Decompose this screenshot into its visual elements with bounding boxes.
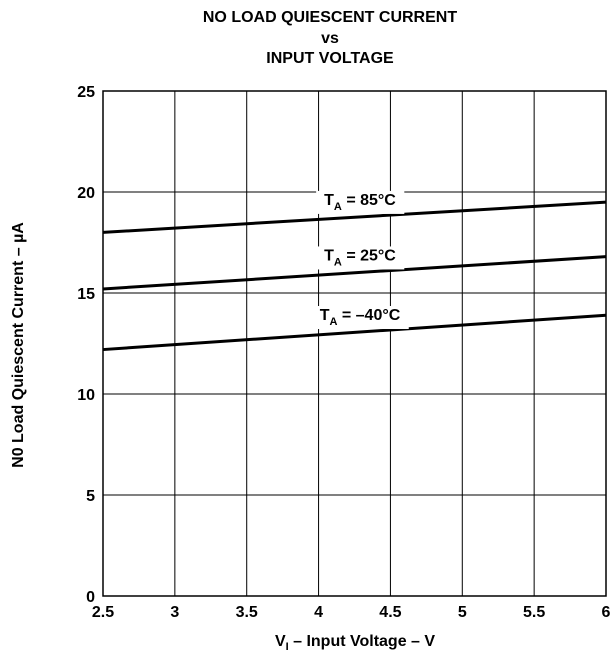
y-tick-label: 25 bbox=[77, 84, 95, 101]
x-axis-label-subscript: I bbox=[286, 641, 289, 653]
series-label: TA = 85°C bbox=[324, 192, 396, 213]
series-labels: TA = 85°CTA = 25°CTA = –40°C bbox=[311, 190, 409, 330]
x-tick-label: 5 bbox=[458, 604, 467, 621]
series-label-prefix: T bbox=[324, 247, 334, 264]
x-tick-label: 6 bbox=[602, 604, 611, 621]
series-label-background bbox=[311, 306, 409, 330]
series-label: TA = 25°C bbox=[324, 247, 396, 268]
y-tick-label: 20 bbox=[77, 185, 95, 202]
y-tick-label: 10 bbox=[77, 387, 95, 404]
x-tick-label: 3 bbox=[170, 604, 179, 621]
x-tick-label: 2.5 bbox=[92, 604, 114, 621]
series-label-subscript: A bbox=[334, 201, 342, 213]
chart-title-vs: vs bbox=[321, 30, 339, 47]
x-tick-label: 4.5 bbox=[379, 604, 401, 621]
x-tick-label: 3.5 bbox=[236, 604, 258, 621]
x-axis-label-main: V bbox=[275, 633, 286, 650]
y-tick-labels: 0 5 10 15 20 25 bbox=[77, 84, 95, 606]
y-axis-label: N0 Load Quiescent Current – µA bbox=[10, 222, 27, 468]
series-label-prefix: T bbox=[320, 307, 330, 324]
series-label-prefix: T bbox=[324, 192, 334, 209]
series-label-subscript: A bbox=[329, 316, 337, 328]
series-line bbox=[102, 313, 607, 352]
series-label: TA = –40°C bbox=[320, 307, 401, 328]
x-tick-label: 4 bbox=[314, 604, 323, 621]
x-tick-label: 5.5 bbox=[523, 604, 545, 621]
series-line bbox=[102, 255, 607, 291]
series-label-subscript: A bbox=[334, 256, 342, 268]
chart-title: NO LOAD QUIESCENT CURRENT bbox=[203, 9, 457, 26]
x-tick-labels: 2.5 3 3.5 4 4.5 5 5.5 6 bbox=[92, 604, 611, 621]
series-line bbox=[102, 200, 607, 234]
y-tick-label: 15 bbox=[77, 286, 95, 303]
series-label-suffix: = 25°C bbox=[342, 247, 396, 264]
series-label-suffix: = –40°C bbox=[337, 307, 400, 324]
x-axis-label: VI – Input Voltage – V bbox=[275, 633, 435, 653]
y-tick-label: 5 bbox=[86, 488, 95, 505]
series-label-suffix: = 85°C bbox=[342, 192, 396, 209]
plot-frame bbox=[102, 90, 607, 597]
x-axis-label-rest: – Input Voltage – V bbox=[289, 633, 436, 650]
chart-title-line3: INPUT VOLTAGE bbox=[266, 50, 394, 67]
y-tick-label: 0 bbox=[86, 589, 95, 606]
series-group bbox=[102, 200, 607, 352]
series-label-background bbox=[316, 246, 405, 270]
series-label-background bbox=[316, 190, 405, 214]
